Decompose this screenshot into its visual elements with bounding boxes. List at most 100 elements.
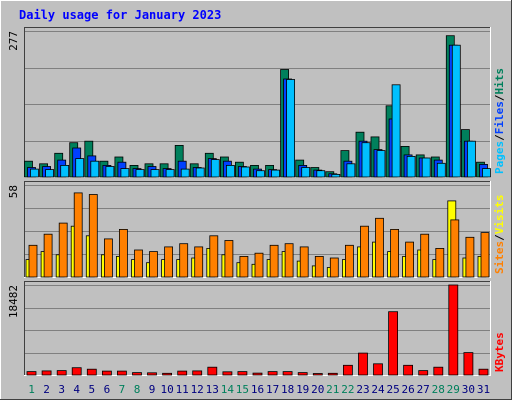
x-tick-day-16: 16	[251, 383, 264, 396]
bar-pages-day-7	[120, 168, 130, 178]
bar-sites-day-6	[104, 238, 113, 278]
bar-pages-day-5	[90, 160, 100, 178]
axis-label-segment: /	[493, 134, 506, 141]
bar-pages-day-10	[165, 169, 175, 178]
bar-sites-day-12	[194, 246, 204, 278]
bar-pages-day-18	[286, 79, 296, 178]
bar-kbytes-day-18	[282, 371, 293, 376]
bar-pages-day-13	[210, 159, 220, 178]
bar-pages-day-1	[30, 168, 39, 178]
bar-pages-day-30	[466, 140, 476, 178]
bar-kbytes-day-10	[162, 372, 173, 376]
bar-sites-day-29	[450, 219, 460, 278]
bar-kbytes-day-26	[403, 364, 414, 376]
x-tick-day-14: 14	[221, 383, 235, 396]
bar-pages-day-11	[180, 168, 190, 178]
x-tick-day-10: 10	[160, 383, 173, 396]
x-tick-day-17: 17	[266, 383, 279, 396]
bar-kbytes-day-23	[358, 352, 368, 376]
x-tick-day-1: 1	[28, 383, 35, 396]
bar-kbytes-day-6	[102, 370, 112, 376]
bar-kbytes-day-1	[26, 371, 37, 376]
bar-sites-day-13	[209, 235, 219, 278]
bar-sites-day-19	[299, 246, 309, 278]
x-tick-day-21: 21	[326, 383, 339, 396]
x-tick-day-25: 25	[386, 383, 399, 396]
x-tick-day-23: 23	[356, 383, 369, 396]
bar-pages-day-24	[376, 150, 386, 178]
x-tick-day-27: 27	[417, 383, 430, 396]
axis-label-segment: KBytes	[493, 332, 506, 372]
bar-kbytes-day-16	[252, 372, 263, 376]
x-tick-day-3: 3	[58, 383, 65, 396]
bar-sites-day-5	[88, 194, 98, 278]
bar-sites-day-14	[224, 240, 234, 278]
max-label-visits: 58	[7, 185, 20, 198]
chart-title: Daily usage for January 2023	[19, 8, 221, 22]
bar-sites-day-22	[344, 244, 354, 278]
bar-pages-day-22	[346, 163, 356, 178]
bar-sites-day-25	[390, 228, 400, 278]
bar-pages-day-12	[195, 167, 205, 178]
bar-kbytes-day-15	[237, 371, 248, 376]
bar-sites-day-18	[284, 243, 294, 278]
bar-kbytes-day-31	[478, 368, 489, 376]
bar-sites-day-7	[119, 228, 128, 278]
bar-kbytes-day-19	[297, 372, 308, 376]
x-tick-day-26: 26	[401, 383, 414, 396]
x-tick-day-6: 6	[104, 383, 111, 396]
x-tick-day-20: 20	[311, 383, 324, 396]
bar-sites-day-15	[239, 255, 249, 278]
bar-kbytes-day-25	[388, 311, 399, 376]
bar-pages-day-3	[60, 164, 70, 178]
panel-kbytes: 18482 KBytes	[7, 281, 506, 376]
bar-kbytes-day-28	[433, 366, 444, 376]
bar-kbytes-day-5	[86, 368, 97, 376]
axis-label-segment: /	[493, 234, 506, 241]
bar-pages-day-31	[482, 168, 491, 178]
bar-sites-day-24	[375, 217, 384, 278]
axis-label-segment: Visits	[493, 195, 506, 235]
bar-kbytes-day-20	[312, 373, 323, 376]
bar-kbytes-day-13	[207, 366, 218, 376]
x-tick-day-29: 29	[447, 383, 460, 396]
bar-sites-day-3	[58, 222, 68, 278]
bar-sites-day-1	[28, 244, 38, 278]
bar-kbytes-day-11	[177, 370, 188, 376]
bar-pages-day-2	[45, 169, 54, 178]
x-tick-day-28: 28	[432, 383, 445, 396]
bar-kbytes-day-21	[327, 372, 338, 376]
bar-pages-day-23	[361, 142, 371, 178]
bar-kbytes-day-12	[192, 370, 203, 376]
x-tick-day-5: 5	[88, 383, 95, 396]
plot-area-hits	[24, 27, 491, 178]
axis-label-kbytes: KBytes	[493, 332, 506, 372]
chart-panels: 277Pages/Files/Hits58Sites/Visits18482KB…	[7, 27, 506, 376]
bar-pages-day-29	[451, 44, 461, 178]
bar-sites-day-30	[465, 236, 475, 278]
bar-kbytes-day-24	[373, 363, 383, 376]
bar-pages-day-25	[391, 84, 401, 178]
max-label-kbytes: 18482	[7, 285, 20, 318]
axis-label-segment: Sites	[493, 241, 506, 274]
x-tick-day-2: 2	[43, 383, 50, 396]
axis-label-segment: /	[493, 94, 506, 101]
bar-sites-day-9	[149, 251, 158, 278]
bar-kbytes-day-14	[222, 371, 233, 376]
x-tick-day-31: 31	[477, 383, 490, 396]
bar-sites-day-27	[420, 233, 430, 278]
axis-label-visits: Sites/Visits	[493, 195, 506, 275]
x-tick-day-11: 11	[176, 383, 189, 396]
bar-sites-day-28	[435, 247, 445, 278]
bar-kbytes-day-29	[448, 284, 459, 376]
bar-pages-day-19	[301, 167, 311, 178]
bar-pages-day-17	[271, 169, 281, 178]
bar-kbytes-day-17	[267, 371, 278, 376]
bar-pages-day-8	[135, 169, 145, 178]
bar-kbytes-day-30	[463, 352, 474, 376]
bar-sites-day-21	[329, 257, 339, 278]
x-tick-day-24: 24	[371, 383, 385, 396]
bar-sites-day-2	[43, 233, 53, 278]
